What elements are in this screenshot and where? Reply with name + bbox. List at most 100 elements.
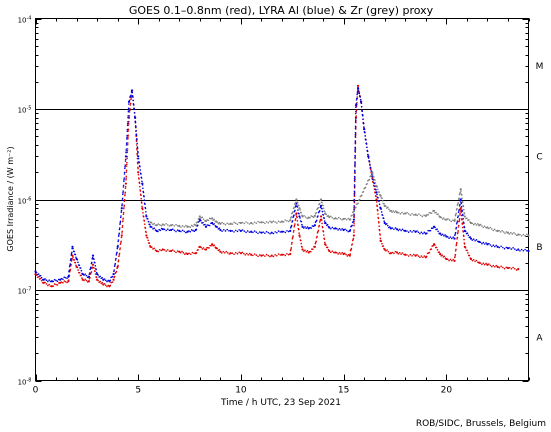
data-point [420, 231, 423, 234]
data-point [301, 215, 304, 218]
data-point [416, 214, 419, 217]
data-point [126, 136, 128, 139]
data-point [449, 258, 452, 261]
data-point [422, 256, 424, 259]
data-point [138, 161, 141, 164]
data-point [72, 247, 74, 250]
data-point [459, 191, 462, 194]
data-point [472, 238, 475, 240]
data-point [255, 231, 258, 234]
data-point [123, 171, 126, 174]
data-point [362, 122, 365, 125]
data-point [52, 285, 55, 287]
data-point [134, 116, 137, 119]
data-point [392, 210, 395, 212]
data-point [117, 264, 119, 267]
data-point [298, 204, 300, 207]
data-point [121, 230, 123, 233]
data-point [394, 227, 397, 229]
data-point [231, 230, 234, 232]
data-point [386, 224, 389, 227]
data-point [485, 262, 487, 265]
data-point [341, 219, 343, 221]
data-point [435, 246, 438, 249]
data-point [169, 224, 173, 227]
data-point [381, 214, 384, 216]
data-point [375, 201, 378, 203]
data-point [445, 235, 448, 238]
data-point [378, 200, 380, 203]
data-point [508, 266, 511, 269]
data-point [368, 178, 371, 181]
data-point [113, 275, 116, 278]
data-point [456, 236, 459, 239]
data-point [134, 121, 137, 124]
data-point [498, 246, 501, 249]
data-point [441, 218, 444, 220]
data-point [427, 214, 429, 216]
data-point [463, 222, 465, 224]
data-point [221, 252, 223, 254]
data-point [315, 240, 317, 243]
data-point [469, 257, 473, 261]
data-point [250, 253, 253, 256]
data-point [387, 250, 390, 253]
data-point [200, 246, 202, 249]
data-point [441, 254, 444, 256]
data-point [125, 151, 127, 154]
data-point [183, 253, 186, 256]
data-point [325, 244, 327, 246]
data-point [206, 224, 209, 226]
data-point [117, 244, 119, 247]
data-point [276, 254, 278, 257]
data-point [70, 258, 72, 260]
data-point [305, 227, 308, 230]
data-point [481, 263, 483, 266]
data-point [353, 186, 356, 188]
data-point [211, 217, 214, 220]
data-point [126, 157, 128, 160]
data-point [115, 257, 117, 260]
data-point [252, 254, 254, 257]
data-point [125, 171, 128, 173]
data-point [185, 231, 187, 234]
data-point [363, 126, 365, 128]
data-point [423, 255, 426, 257]
data-point [267, 221, 270, 224]
data-point [459, 212, 461, 215]
data-point [56, 284, 59, 286]
data-point [426, 232, 428, 234]
data-point [47, 284, 49, 287]
data-point [381, 242, 383, 245]
data-point [114, 262, 117, 265]
y-tick-label: 10-6 [18, 197, 32, 206]
data-point [99, 275, 102, 278]
data-point [354, 104, 358, 107]
data-point [455, 228, 457, 230]
data-point [352, 218, 355, 221]
data-point [233, 221, 235, 224]
data-point [354, 154, 356, 157]
data-point [444, 234, 446, 236]
data-point [302, 250, 305, 252]
data-point [404, 229, 407, 232]
data-point [250, 221, 253, 225]
data-point [161, 248, 164, 251]
data-point [217, 222, 220, 225]
data-point [299, 209, 301, 211]
data-point [461, 223, 464, 225]
data-point [114, 259, 117, 261]
data-point [289, 252, 292, 256]
flare-class-labels: A B C M [536, 62, 544, 344]
data-point [466, 217, 468, 219]
data-point [491, 265, 493, 268]
data-point [460, 214, 463, 217]
data-point [116, 251, 118, 254]
data-point [502, 231, 505, 233]
data-point [319, 204, 323, 207]
data-point [295, 201, 297, 204]
data-point [153, 227, 156, 230]
data-point [145, 234, 148, 237]
data-point [289, 229, 292, 232]
data-point [352, 234, 355, 237]
